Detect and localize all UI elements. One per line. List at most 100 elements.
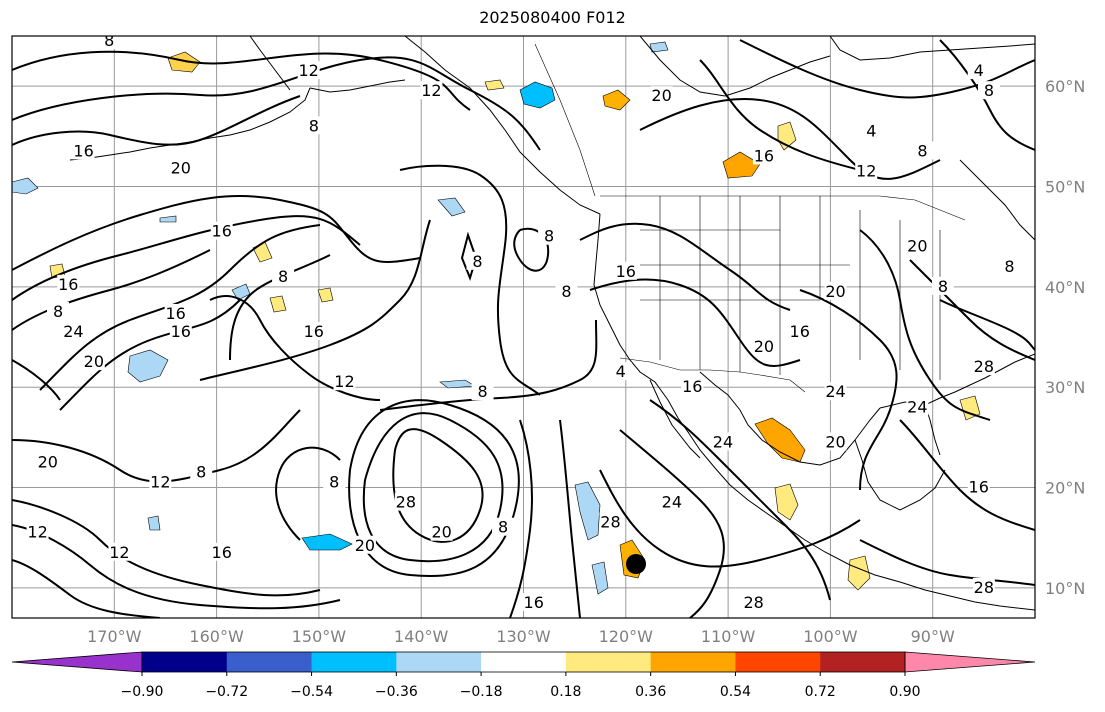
colorbar-min-extend [11,651,143,673]
contour-line [229,254,331,361]
colorbar-max-extend [904,651,1036,673]
shade-blue [301,533,353,551]
contour-label-bg [824,281,847,300]
shade-lightblue [147,515,161,531]
contour-label: 20 [84,352,104,371]
contour-label: 8 [984,81,994,100]
contour-line [559,419,581,618]
lon-tick-label: 160°W [189,627,244,646]
contour-label-bg [967,61,990,80]
contour-line [348,399,520,578]
contour-label-bg [824,432,847,451]
colorbar-tick-label: −0.72 [205,684,248,700]
contour-label-bg [906,397,929,416]
shade-yellow [317,287,334,303]
contour-line [460,231,478,282]
contour-line [12,56,541,151]
shade-lightblue [12,177,39,195]
contour-line [12,559,161,618]
contour-line [362,412,504,563]
contour-line [39,224,321,391]
contour-label-bg [57,274,80,293]
contour-label: 20 [38,452,58,471]
contour-label: 12 [298,61,318,80]
contour-label-bg [752,146,775,165]
lon-tick-label: 110°W [701,627,756,646]
contour-label-bg [538,226,561,245]
colorbar-segment [142,652,228,672]
contour-label-bg [711,432,734,451]
shade-yellow [269,295,287,313]
contour-label: 28 [743,593,763,612]
contour-line [859,539,1035,586]
shade-yellow-orange [754,417,806,463]
shade-yellow-orange [722,151,761,179]
contour-label-bg [210,542,233,561]
contour-label: 4 [974,61,984,80]
contour-label-bg [26,522,49,541]
shade-yellow [774,483,799,521]
contour-label-bg [609,362,632,381]
contour-label-bg [36,452,59,471]
contour-label-bg [420,81,443,100]
longitude-tick-labels: 170°W 160°W 150°W 140°W 130°W 120°W 110°W 100°W… [87,627,955,646]
contour-label: 16 [171,322,191,341]
contour-label-bg [788,322,811,341]
contour-line [649,399,831,601]
colorbar-tick-label: −0.18 [460,684,503,700]
contour-label-bg [302,322,325,341]
contour-line [209,295,381,401]
contour-label: 16 [166,304,186,323]
contour-label: 16 [790,322,810,341]
contour-label-bg [466,251,489,270]
contour-label: 20 [825,282,845,301]
shade-yellow-orange [602,89,631,111]
contour-line [899,419,1035,531]
contour-label: 12 [856,161,876,180]
contour-label: 8 [477,382,487,401]
contour-label: 16 [754,146,774,165]
contour-label: 8 [938,277,948,296]
contour-label: 8 [544,227,554,246]
contour-label: 16 [616,262,636,281]
contour-line [509,419,533,618]
shade-yellow [959,395,981,421]
contour-label-bg [72,141,95,160]
contour-label-bg [47,301,70,320]
contour-label-bg [977,81,1000,100]
colorbar-tick-label: −0.54 [290,684,333,700]
contour-label: 16 [682,377,702,396]
contour-label-bg [323,472,346,491]
lon-tick-label: 150°W [292,627,347,646]
lon-tick-label: 130°W [496,627,551,646]
colorbar-segment [565,652,652,672]
lon-tick-label: 170°W [87,627,142,646]
colorbar-tick-label: 0.90 [889,684,920,700]
colorbar-segment [650,652,736,672]
lat-tick-label: 40°N [1045,278,1085,297]
contour-line [12,195,421,271]
contour-line [589,278,801,367]
contour-label-bg [599,512,622,531]
shade-lightblue [591,561,609,595]
lat-tick-label: 50°N [1045,178,1085,197]
contour-line [12,95,301,146]
colorbar-segment [481,652,567,672]
contour-label-bg [614,261,637,280]
contour-label-bg [824,382,847,401]
shade-lightblue [159,215,177,223]
contour-line [909,259,1035,361]
contour-label-bg [492,517,515,536]
contour-label-bg [972,577,995,596]
contour-line [939,39,1035,151]
colorbar-segment [226,652,313,672]
contour-label-bg [998,256,1021,275]
colorbar-outline [141,651,906,673]
contour-label: 28 [974,578,994,597]
contour-label-bg [752,337,775,356]
contour-line [392,428,484,543]
contour-line [12,359,61,401]
contour-line [59,299,241,411]
contour-line [699,59,861,171]
colorbar-tick-label: −0.36 [375,684,418,700]
